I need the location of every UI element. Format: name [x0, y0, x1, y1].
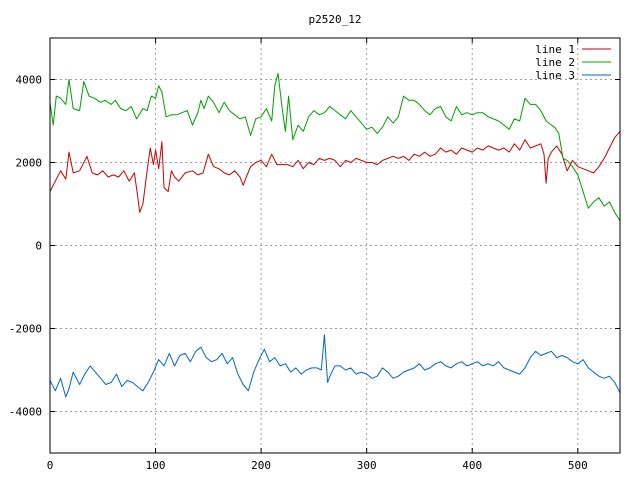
- y-tick-label: 4000: [16, 74, 43, 87]
- x-tick-label: 100: [146, 459, 166, 472]
- grid: [49, 38, 620, 453]
- y-tick-label: 0: [35, 240, 42, 253]
- series-line-3: [49, 334, 621, 398]
- legend-label: line 2: [535, 56, 575, 69]
- x-tick-label: 500: [568, 459, 588, 472]
- x-tick-label: 400: [462, 459, 482, 472]
- x-tick-label: 0: [47, 459, 54, 472]
- x-tick-label: 200: [251, 459, 271, 472]
- x-tick-label: 300: [357, 459, 377, 472]
- series-lines: [49, 72, 621, 398]
- series-line-1: [49, 131, 621, 213]
- y-tick-label: -2000: [9, 323, 42, 336]
- y-tick-label: 2000: [16, 157, 43, 170]
- legend-label: line 3: [535, 69, 575, 82]
- y-tick-label: -4000: [9, 406, 42, 419]
- axis-ticks: 0 100 200 300 400 500 -4000 -2000 0 2000 4000: [9, 38, 620, 472]
- legend-label: line 1: [535, 43, 575, 56]
- series-line-2: [49, 72, 621, 221]
- chart-title: p2520_12: [309, 13, 362, 26]
